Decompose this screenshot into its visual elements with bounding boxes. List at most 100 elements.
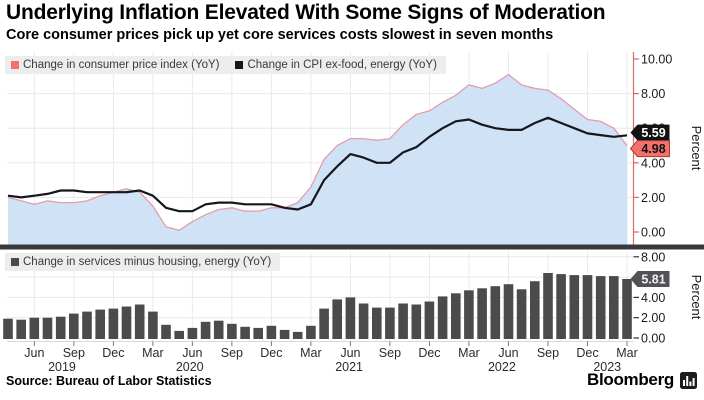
svg-text:10.00: 10.00 [641, 53, 672, 67]
value-tag-services: 5.81 [630, 271, 670, 288]
services-bar [200, 321, 211, 339]
svg-text:Sep: Sep [63, 346, 85, 360]
services-bar [385, 307, 395, 339]
svg-text:Mar: Mar [142, 346, 164, 360]
svg-text:Dec: Dec [576, 346, 598, 360]
services-bar [227, 323, 237, 339]
value-tag-cpi: 4.98 [629, 140, 670, 158]
services-bar [622, 279, 632, 339]
services-bar [398, 303, 408, 339]
page-title: Underlying Inflation Elevated With Some … [6, 1, 606, 24]
services-bar [411, 304, 422, 339]
svg-text:Mar: Mar [458, 346, 480, 360]
svg-text:Mar: Mar [616, 346, 638, 360]
svg-text:Jun: Jun [340, 346, 360, 360]
y-axis-title: Percent [689, 126, 704, 171]
value-tag-core-cpi: 5.59 [630, 124, 670, 141]
svg-text:2019: 2019 [48, 360, 76, 374]
services-bar [279, 329, 290, 339]
svg-text:2.00: 2.00 [641, 311, 665, 325]
services-bar [187, 327, 198, 339]
services-bar [332, 299, 342, 339]
services-bar [358, 303, 369, 339]
services-bar [240, 326, 250, 339]
svg-text:Jun: Jun [498, 346, 518, 360]
core-cpi-legend-label: Change in CPI ex-food, energy (YoY) [247, 59, 437, 71]
services-legend-label: Change in services minus housing, energy… [23, 256, 272, 268]
services-bar [253, 327, 263, 339]
services-bar [213, 320, 224, 339]
services-bar [55, 316, 66, 339]
services-bar [424, 301, 435, 339]
services-bar [490, 286, 501, 339]
y-axes: 10.008.006.004.002.000.008.006.004.002.0… [632, 52, 672, 346]
branding: Bloomberg [587, 370, 697, 390]
services-bars [3, 273, 632, 339]
services-bar [516, 289, 527, 339]
services-bar [503, 284, 514, 339]
cpi-area [8, 74, 627, 245]
svg-text:Jun: Jun [24, 346, 44, 360]
services-bar [134, 304, 145, 339]
services-bar [609, 276, 619, 339]
services-bar [121, 306, 132, 339]
svg-text:0.00: 0.00 [641, 226, 665, 240]
services-bar [148, 311, 158, 339]
services-bar [42, 317, 53, 339]
services-bar [595, 276, 606, 339]
svg-text:Dec: Dec [260, 346, 282, 360]
source-attribution: Source: Bureau of Labor Statistics [6, 374, 212, 388]
services-bar [95, 309, 105, 339]
y-axis-title: Percent [689, 275, 704, 320]
legend-bottom-panel: Change in services minus housing, energy… [5, 253, 281, 271]
services-bar [530, 281, 540, 339]
services-bar [582, 275, 593, 339]
services-bar [29, 317, 40, 339]
cpi-legend-swatch-icon [11, 61, 19, 69]
svg-text:Sep: Sep [537, 346, 559, 360]
services-bar [292, 331, 303, 339]
legend-item-services: Change in services minus housing, energy… [11, 256, 271, 268]
services-bar [69, 313, 79, 339]
svg-text:4.98: 4.98 [641, 142, 665, 156]
svg-text:8.00: 8.00 [641, 87, 665, 101]
services-bar [543, 273, 553, 339]
services-bar [345, 297, 356, 339]
x-axis: Jun Sep Dec Mar Jun Sep Dec Mar Jun Sep Dec Mar Jun S… [7, 341, 638, 374]
services-bar [306, 325, 316, 339]
services-bar [556, 274, 566, 339]
svg-text:2023: 2023 [593, 360, 621, 374]
services-bar [319, 308, 329, 339]
services-bar [451, 293, 461, 339]
svg-text:4.00: 4.00 [641, 156, 665, 170]
services-bar [437, 296, 448, 339]
legend-item-core-cpi: Change in CPI ex-food, energy (YoY) [235, 59, 437, 71]
svg-text:2.00: 2.00 [641, 191, 665, 205]
svg-text:2022: 2022 [488, 360, 516, 374]
svg-text:Sep: Sep [221, 346, 243, 360]
services-bar [569, 275, 580, 339]
services-bar [464, 290, 474, 339]
core-cpi-line [7, 116, 628, 213]
svg-text:5.81: 5.81 [641, 273, 665, 287]
legend-item-cpi: Change in consumer price index (YoY) [11, 59, 219, 71]
svg-text:4.00: 4.00 [641, 291, 665, 305]
svg-text:Dec: Dec [102, 346, 124, 360]
bloomberg-wordmark: Bloomberg [586, 370, 674, 389]
svg-text:0.00: 0.00 [641, 332, 665, 346]
services-bar [108, 308, 119, 339]
services-bar [82, 311, 92, 339]
cpi-legend-label: Change in consumer price index (YoY) [23, 59, 220, 71]
services-bar [16, 319, 26, 339]
services-bar [372, 307, 382, 339]
page-subtitle: Core consumer prices pick up yet core se… [6, 27, 554, 43]
services-bar [161, 324, 171, 339]
core-cpi-legend-swatch-icon [235, 61, 244, 69]
services-bar [266, 325, 277, 339]
svg-text:Mar: Mar [300, 346, 322, 360]
bar-chart-icon [680, 371, 697, 389]
svg-text:2021: 2021 [335, 360, 363, 374]
svg-text:2020: 2020 [176, 360, 204, 374]
